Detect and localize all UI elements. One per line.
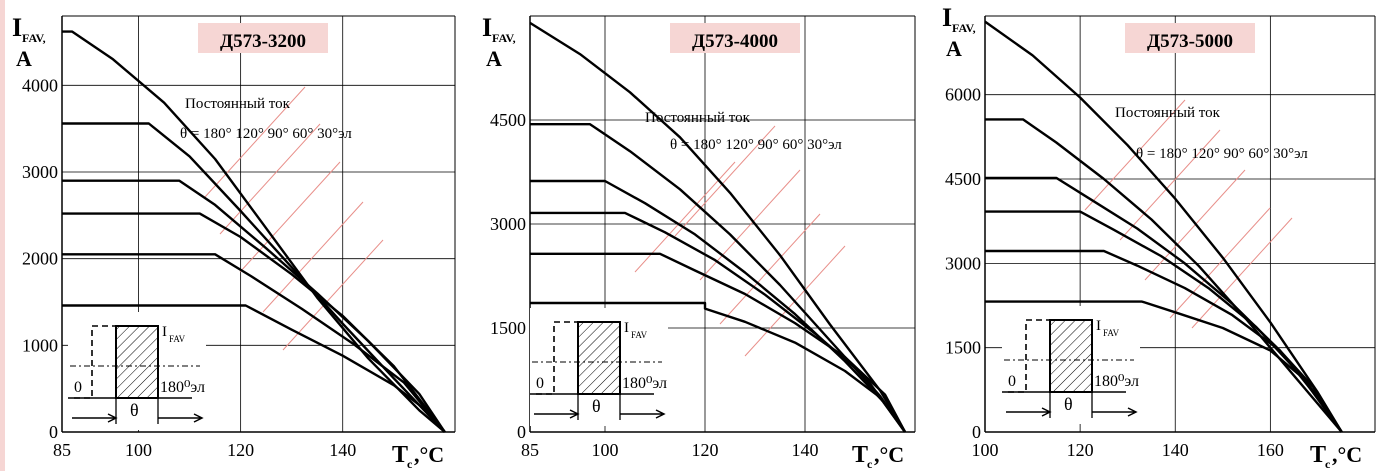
y-tick-label: 1000 [22, 335, 58, 355]
y-axis-label-main: I [942, 3, 952, 32]
y-axis-label-sub: FAV, [22, 31, 46, 45]
y-tick-label: 1500 [945, 338, 981, 358]
y-tick-label: 3000 [22, 162, 58, 182]
y-tick-label: 1500 [490, 318, 526, 338]
dc-label: Постоянный ток [645, 110, 751, 126]
x-tick-label: 140 [329, 440, 356, 460]
x-tick-label: 120 [1067, 440, 1094, 460]
dc-label: Постоянный ток [1115, 105, 1221, 121]
x-tick-label: 140 [1162, 440, 1189, 460]
x-axis-label-main: T [1310, 442, 1326, 468]
y-tick-label: 4000 [22, 75, 58, 95]
y-tick-label: 0 [972, 422, 981, 442]
pulse-rect [1050, 320, 1092, 392]
y-tick-label: 0 [49, 422, 58, 442]
x-axis-label-unit: ,°C [414, 442, 444, 467]
waveform-inset: I FAV 0 180⁰эл θ [68, 312, 206, 430]
inset-label-theta: θ [130, 400, 139, 420]
y-tick-label: 4500 [945, 169, 981, 189]
y-tick-label: 3000 [945, 253, 981, 273]
x-tick-label: 85 [521, 440, 539, 460]
y-axis-label-unit: A [946, 36, 962, 61]
angle-hatch-line [1192, 218, 1292, 328]
chart-title: Д573-3200 [220, 31, 306, 52]
x-tick-label: 160 [1257, 440, 1284, 460]
inset-label-angle: 180⁰эл [622, 375, 667, 392]
inset-label-zero: 0 [536, 375, 544, 392]
y-axis-label-unit: A [486, 46, 502, 71]
inset-label-theta: θ [592, 396, 601, 416]
angle-hatch-line [240, 162, 340, 272]
inset-label-i-sub: FAV [1103, 328, 1120, 338]
waveform-inset: I FAV 0 180⁰эл θ [1002, 306, 1140, 424]
x-axis-label-unit: ,°C [874, 442, 904, 467]
x-axis-label-unit: ,°C [1332, 442, 1362, 467]
x-tick-label: 100 [972, 440, 999, 460]
y-tick-label: 0 [517, 422, 526, 442]
x-axis-label-main: T [392, 442, 408, 468]
y-axis-label-main: I [12, 13, 22, 42]
theta-label: θ = 180° 120° 90° 60° 30°эл [670, 137, 842, 153]
dc-label: Постоянный ток [185, 96, 291, 112]
x-tick-label: 85 [53, 440, 71, 460]
inset-label-i: I [1096, 318, 1101, 334]
inset-label-zero: 0 [1008, 373, 1016, 390]
theta-label: θ = 180° 120° 90° 60° 30°эл [180, 126, 352, 142]
theta-label: θ = 180° 120° 90° 60° 30°эл [1136, 146, 1308, 162]
y-tick-label: 3000 [490, 214, 526, 234]
y-tick-label: 2000 [22, 249, 58, 269]
chart-d573-3200: 85 100 120 140 0 1000 2000 3000 4000 Д573-3200 I… [0, 0, 460, 471]
pulse-rect [578, 322, 620, 394]
inset-label-i: I [162, 324, 167, 340]
pulse-rect [116, 326, 158, 398]
chart-d573-4000: 85 100 120 140 0 1500 3000 4500 Д573-4000 I FAV… [460, 0, 920, 471]
inset-label-angle: 180⁰эл [160, 379, 205, 396]
y-tick-label: 4500 [490, 110, 526, 130]
x-axis-label-sub: c [1325, 457, 1331, 471]
x-tick-label: 120 [692, 440, 719, 460]
angle-hatch-line [635, 162, 735, 272]
x-tick-label: 100 [125, 440, 152, 460]
angle-hatch-line [263, 202, 363, 312]
inset-label-angle: 180⁰эл [1094, 373, 1139, 390]
x-axis-label-main: T [852, 442, 868, 468]
inset-label-i-sub: FAV [631, 330, 648, 340]
waveform-inset: I FAV 0 180⁰эл θ [530, 308, 668, 426]
x-axis-label-sub: c [867, 457, 873, 471]
y-tick-label: 6000 [945, 85, 981, 105]
inset-label-i-sub: FAV [169, 334, 186, 344]
y-axis-label-sub: FAV, [492, 31, 516, 45]
chart-title: Д573-4000 [692, 31, 778, 52]
inset-label-i: I [624, 320, 629, 336]
y-axis-label-main: I [482, 13, 492, 42]
x-tick-label: 100 [592, 440, 619, 460]
x-axis-label-sub: c [407, 457, 413, 471]
chart-title: Д573-5000 [1147, 31, 1233, 52]
x-tick-label: 120 [227, 440, 254, 460]
x-tick-label: 140 [792, 440, 819, 460]
inset-label-theta: θ [1064, 394, 1073, 414]
inset-label-zero: 0 [74, 379, 82, 396]
y-axis-label-sub: FAV, [952, 21, 976, 35]
y-axis-label-unit: A [16, 46, 32, 71]
